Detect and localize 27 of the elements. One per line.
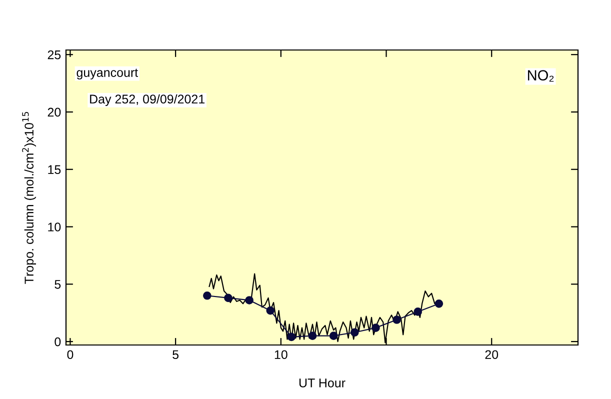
y-axis-title: Tropo. column (mol./cm$^{2}$)x10$^{15}$ <box>22 112 36 284</box>
x-tick-label: 20 <box>485 350 498 360</box>
annotation: guyancourt <box>76 68 138 80</box>
x-tick-label: 5 <box>172 350 179 360</box>
point <box>203 291 212 300</box>
point <box>329 332 338 340</box>
point <box>308 332 317 340</box>
y-tick-label: 10 <box>48 222 61 232</box>
point <box>372 324 380 332</box>
point <box>414 308 422 316</box>
point <box>287 332 296 342</box>
x-axis-title: UT Hour <box>299 378 346 388</box>
y-tick-label: 0 <box>54 337 61 346</box>
point <box>434 300 444 308</box>
y-tick-label: 20 <box>48 108 61 117</box>
y-tick-label: 15 <box>48 165 61 174</box>
point <box>350 328 359 337</box>
x-tick-label: 10 <box>274 350 288 360</box>
annotation: NO₂ <box>528 70 554 82</box>
annotation: Day 252, 09/09/2021 <box>90 94 204 106</box>
point <box>392 316 401 324</box>
point <box>266 306 275 315</box>
point <box>224 294 232 302</box>
point <box>245 296 254 304</box>
x-tick-label: 0 <box>67 350 74 360</box>
y-tick-label: 5 <box>54 280 61 289</box>
y-tick-label: 25 <box>48 50 61 60</box>
